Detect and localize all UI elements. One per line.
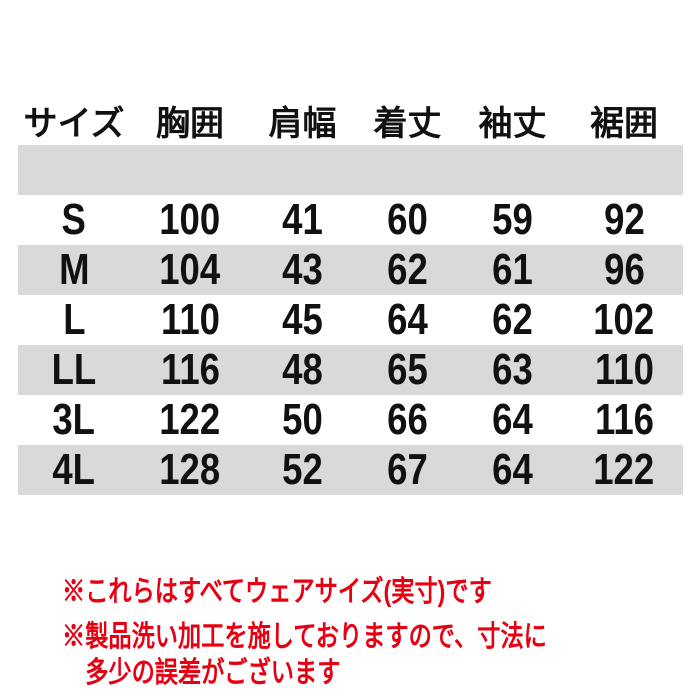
cell-value: 59 (492, 195, 533, 244)
table-row-m: M 104 43 62 61 96 (18, 245, 683, 295)
table-cell: 4L (18, 445, 130, 495)
table-cell: 65 (355, 345, 460, 395)
table-cell: 122 (130, 395, 250, 445)
column-header-chest-label: 胸囲 (156, 104, 224, 143)
table-row-3l: 3L 122 50 66 64 116 (18, 395, 683, 445)
table-cell: 116 (130, 345, 250, 395)
table-cell: 52 (250, 445, 355, 495)
table-cell: M (18, 245, 130, 295)
table-cell: 66 (355, 395, 460, 445)
table-cell: 104 (130, 245, 250, 295)
size-label: 4L (52, 445, 96, 494)
table-cell: 45 (250, 295, 355, 345)
table-cell: 50 (250, 395, 355, 445)
table-cell: 116 (565, 395, 683, 445)
table-cell: 63 (460, 345, 565, 395)
cell-value: 116 (594, 395, 654, 444)
cell-value: 92 (603, 195, 645, 244)
size-label: L (62, 295, 86, 344)
table-cell: 110 (130, 295, 250, 345)
column-header-length-label: 着丈 (373, 104, 442, 143)
cell-value: 62 (492, 295, 533, 344)
column-header-hem-label: 裾囲 (590, 104, 658, 143)
column-header-chest: 胸囲 (130, 95, 250, 145)
footnotes: ※これらはすべてウェアサイズ(実寸)です ※製品洗い加工を施しておりますので、寸… (62, 574, 668, 691)
table-row-4l: 4L 128 52 67 64 122 (18, 445, 683, 495)
table-cell: 122 (565, 445, 683, 495)
table-cell: 62 (355, 245, 460, 295)
cell-value: 128 (159, 445, 221, 494)
table-cell: 100 (130, 195, 250, 245)
table-cell: L (18, 295, 130, 345)
cell-value: 50 (282, 395, 323, 444)
column-header-sleeve-label: 袖丈 (478, 104, 547, 143)
table-cell: 3L (18, 395, 130, 445)
size-label: LL (51, 345, 97, 394)
cell-value: 102 (593, 295, 655, 344)
column-header-size: サイズ (18, 95, 130, 145)
table-cell: 59 (460, 195, 565, 245)
cell-value: 63 (492, 345, 533, 394)
table-cell: 64 (460, 445, 565, 495)
cell-value: 64 (492, 445, 533, 494)
cell-value: 43 (282, 245, 323, 294)
cell-value: 110 (160, 295, 220, 344)
table-cell: 60 (355, 195, 460, 245)
table-cell: 62 (460, 295, 565, 345)
table-row-ll: LL 116 48 65 63 110 (18, 345, 683, 395)
table-row-l: L 110 45 64 62 102 (18, 295, 683, 345)
cell-value: 45 (282, 295, 323, 344)
table-cell: 48 (250, 345, 355, 395)
cell-value: 116 (160, 345, 220, 394)
table-row-s: S 100 41 60 59 92 (18, 195, 683, 245)
column-header-size-label: サイズ (23, 104, 125, 143)
column-header-sleeve: 袖丈 (460, 95, 565, 145)
table-cell: 92 (565, 195, 683, 245)
footnote-wear-size: ※これらはすべてウェアサイズ(実寸)です (62, 576, 492, 608)
table-cell: 67 (355, 445, 460, 495)
size-label: S (61, 195, 87, 244)
table-cell: S (18, 195, 130, 245)
column-header-shoulder-label: 肩幅 (268, 104, 337, 143)
cell-value: 52 (282, 445, 323, 494)
cell-value: 65 (387, 345, 428, 394)
cell-value: 66 (387, 395, 428, 444)
table-cell: 41 (250, 195, 355, 245)
cell-value: 122 (593, 445, 655, 494)
table-cell: 102 (565, 295, 683, 345)
cell-value: 96 (603, 245, 645, 294)
cell-value: 110 (594, 345, 654, 394)
cell-value: 100 (159, 195, 221, 244)
footnote-washed-line2: 多少の誤差がございます (85, 657, 341, 689)
column-header-hem: 裾囲 (565, 95, 683, 145)
table-cell: 128 (130, 445, 250, 495)
footnote-washed-line1: ※製品洗い加工を施しておりますので、寸法に (62, 621, 547, 653)
cell-value: 41 (282, 195, 323, 244)
cell-value: 64 (492, 395, 533, 444)
cell-value: 60 (387, 195, 428, 244)
table-header-row: サイズ 胸囲 肩幅 着丈 袖丈 裾囲 (18, 95, 683, 145)
cell-value: 48 (282, 345, 323, 394)
table-cell: 43 (250, 245, 355, 295)
column-header-length: 着丈 (355, 95, 460, 145)
table-cell: 110 (565, 345, 683, 395)
cell-value: 62 (387, 245, 428, 294)
table-spacer-row (18, 145, 683, 195)
column-header-shoulder: 肩幅 (250, 95, 355, 145)
cell-value: 67 (387, 445, 428, 494)
size-table: サイズ 胸囲 肩幅 着丈 袖丈 裾囲 S 100 41 60 59 92 M 1… (18, 95, 683, 495)
cell-value: 104 (159, 245, 221, 294)
cell-value: 64 (387, 295, 428, 344)
cell-value: 122 (159, 395, 221, 444)
table-cell: 96 (565, 245, 683, 295)
table-cell: 61 (460, 245, 565, 295)
table-cell: 64 (355, 295, 460, 345)
table-cell: 64 (460, 395, 565, 445)
size-label: 3L (52, 395, 96, 444)
table-cell: LL (18, 345, 130, 395)
cell-value: 61 (492, 245, 533, 294)
size-label: M (58, 245, 90, 294)
